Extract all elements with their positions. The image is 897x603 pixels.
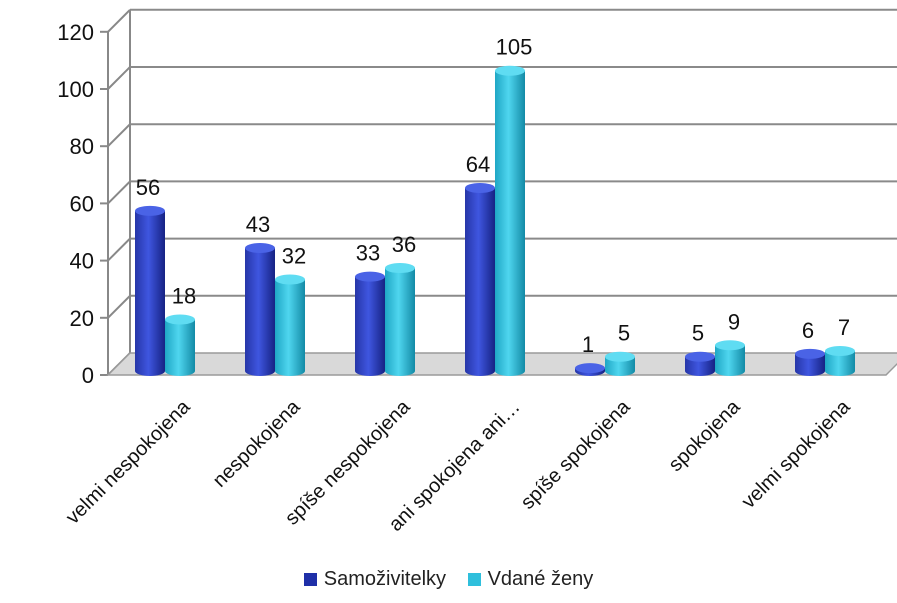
- bar-series-1-cat-7: [795, 348, 825, 376]
- y-tick-label: 60: [70, 191, 94, 216]
- bar-series-2-cat-5: [605, 351, 635, 376]
- data-label-series-2-cat-2: 32: [282, 243, 306, 268]
- gridline-diagonal: [107, 180, 131, 205]
- data-label-series-1-cat-3: 33: [356, 241, 380, 266]
- bar-series-2-cat-7: [825, 345, 855, 376]
- legend-swatch-series-2: [467, 573, 481, 586]
- data-label-series-1-cat-1: 56: [136, 175, 160, 200]
- data-label-series-2-cat-6: 9: [728, 309, 740, 334]
- bar-series-2-cat-3: [385, 263, 415, 376]
- data-label-series-2-cat-3: 36: [392, 232, 416, 257]
- y-tick-label: 100: [57, 77, 94, 102]
- data-label-series-1-cat-7: 6: [802, 318, 814, 343]
- category-label-7: velmi spokojena: [738, 395, 856, 513]
- legend: Samoživitelky Vdané ženy: [0, 568, 897, 592]
- bar-series-1-cat-2: [245, 243, 275, 376]
- bar-series-2-cat-4: [495, 65, 525, 376]
- bar-series-1-cat-1: [135, 205, 165, 376]
- data-label-series-2-cat-1: 18: [172, 284, 196, 309]
- bar-series-2-cat-2: [275, 274, 305, 376]
- category-label-6: spokojena: [664, 395, 745, 476]
- gridline-diagonal: [107, 123, 131, 147]
- legend-swatch-series-1: [303, 573, 317, 586]
- legend-label-series-2: Vdané ženy: [487, 568, 594, 590]
- y-tick-label: 120: [57, 20, 94, 45]
- bar-series-1-cat-3: [355, 271, 385, 376]
- gridline-diagonal: [107, 9, 131, 33]
- y-tick-label: 40: [70, 249, 94, 274]
- bar-series-2-cat-6: [715, 340, 745, 376]
- y-tick-label: 80: [70, 134, 94, 159]
- gridline-diagonal: [107, 237, 131, 262]
- legend-label-series-1: Samoživitelky: [323, 568, 447, 590]
- data-label-series-2-cat-4: 105: [496, 35, 533, 60]
- category-label-2: nespokojena: [209, 395, 305, 491]
- data-label-series-2-cat-5: 5: [618, 321, 630, 346]
- bar-series-1-cat-6: [685, 351, 715, 376]
- gridline-diagonal: [107, 295, 131, 319]
- data-label-series-1-cat-4: 64: [466, 152, 490, 177]
- data-label-series-1-cat-6: 5: [692, 321, 704, 346]
- bars: [135, 65, 855, 376]
- category-label-5: spíše spokojena: [517, 395, 635, 513]
- y-tick-label: 0: [82, 363, 94, 388]
- gridline-diagonal: [107, 66, 131, 90]
- bar-series-1-cat-5: [575, 363, 605, 376]
- category-label-1: velmi nespokojena: [62, 395, 195, 528]
- data-label-series-1-cat-2: 43: [246, 212, 270, 237]
- data-label-series-2-cat-7: 7: [838, 315, 850, 340]
- bar-series-1-cat-4: [465, 182, 495, 376]
- legend-item-series-1: Samoživitelky: [303, 568, 447, 591]
- bar-series-2-cat-1: [165, 314, 195, 376]
- legend-item-series-2: Vdané ženy: [467, 568, 594, 591]
- y-tick-label: 20: [70, 306, 94, 331]
- y-axis-ticks: 0 20 40 60 80 100 120: [57, 20, 94, 388]
- data-label-series-1-cat-5: 1: [582, 332, 594, 357]
